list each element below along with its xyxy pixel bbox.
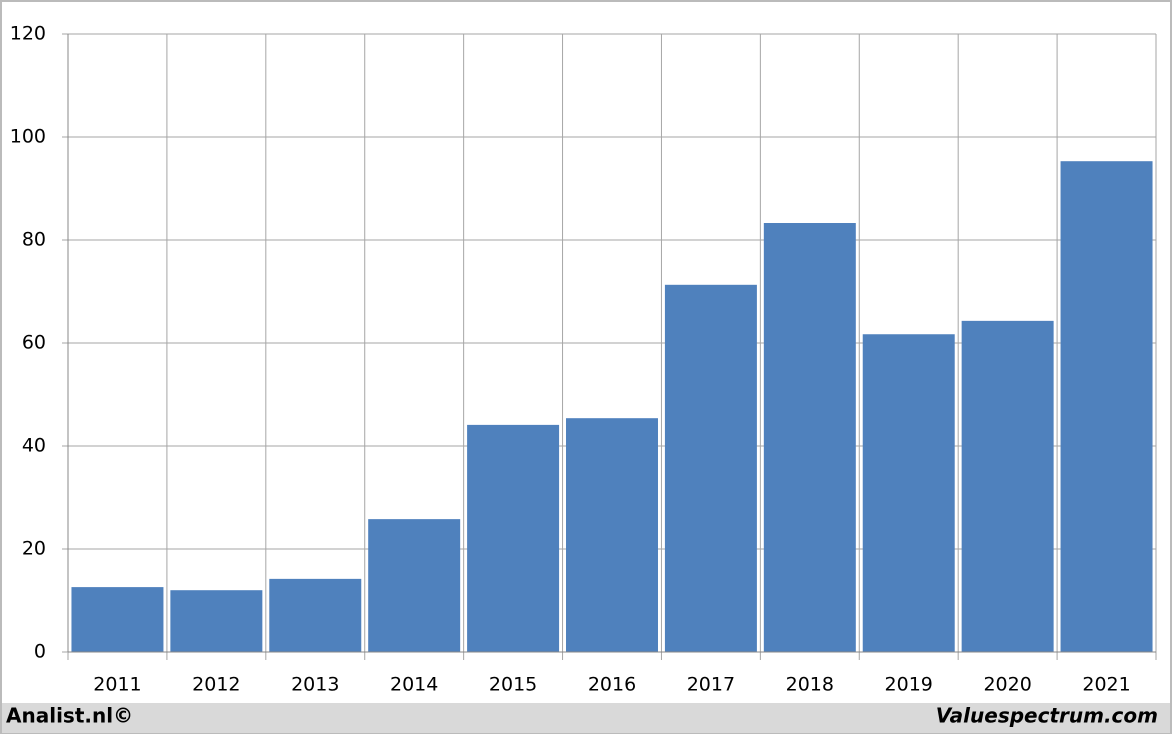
bar	[1060, 161, 1153, 652]
bar	[566, 418, 658, 652]
y-tick-label: 0	[34, 641, 46, 663]
x-tick-label: 2021	[1082, 674, 1130, 696]
x-tick-label: 2013	[291, 674, 339, 696]
footer-band	[2, 703, 1170, 733]
x-tick-label: 2012	[192, 674, 240, 696]
bar	[71, 587, 164, 652]
y-tick-label: 80	[22, 229, 46, 251]
x-tick-label: 2020	[983, 674, 1031, 696]
bar	[467, 424, 560, 652]
x-tick-label: 2017	[687, 674, 735, 696]
x-tick-label: 2014	[390, 674, 438, 696]
bar	[862, 334, 955, 652]
bar	[368, 519, 461, 652]
y-tick-label: 120	[10, 23, 46, 45]
bar	[269, 578, 362, 652]
x-tick-label: 2015	[489, 674, 537, 696]
x-tick-label: 2016	[588, 674, 636, 696]
x-tick-label: 2011	[93, 674, 141, 696]
y-tick-label: 20	[22, 538, 46, 560]
bar	[664, 284, 757, 652]
y-tick-label: 40	[22, 435, 46, 457]
source-right: Valuespectrum.com	[936, 704, 1158, 728]
source-left: Analist.nl©	[6, 704, 133, 728]
bar	[961, 320, 1054, 652]
y-tick-label: 100	[10, 126, 46, 148]
bar	[763, 223, 856, 652]
y-tick-label: 60	[22, 332, 46, 354]
x-tick-label: 2019	[885, 674, 933, 696]
x-tick-label: 2018	[786, 674, 834, 696]
bar	[170, 590, 263, 652]
